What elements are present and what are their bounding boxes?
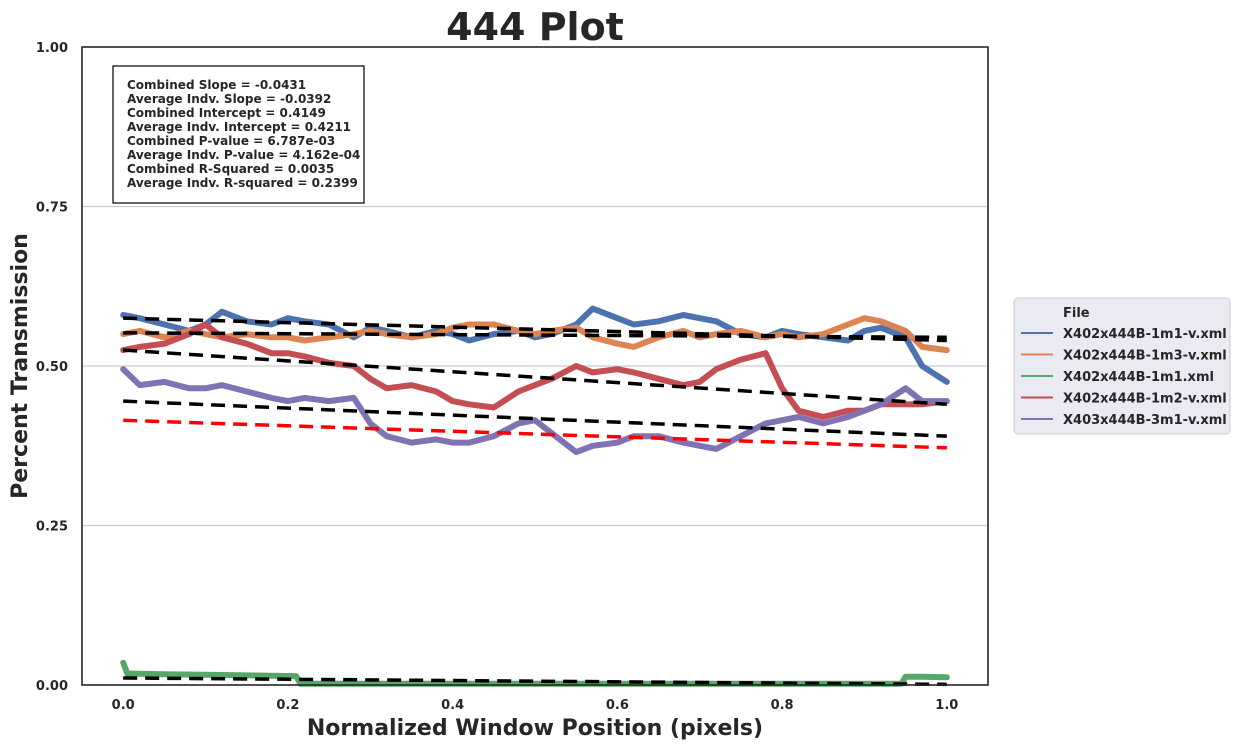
stats-line: Average Indv. Intercept = 0.4211: [127, 120, 351, 134]
y-tick-label: 0.25: [36, 520, 68, 535]
x-tick-label: 0.6: [606, 698, 629, 713]
series-line: [120, 366, 950, 456]
legend-entry: X402x444B-1m1.xml: [1063, 370, 1214, 385]
stats-box: Combined Slope = -0.0431 Average Indv. S…: [112, 65, 365, 204]
stats-line: Combined Intercept = 0.4149: [127, 106, 326, 120]
legend: File X402x444B-1m1-v.xml X402x444B-1m3-v.…: [1013, 297, 1231, 435]
fit-line: [123, 348, 947, 407]
legend-entry: X402x444B-1m2-v.xml: [1063, 392, 1227, 407]
stats-line: Combined R-Squared = 0.0035: [127, 162, 334, 176]
stats-line: Average Indv. Slope = -0.0392: [127, 92, 331, 106]
fit-lines-layer: [123, 316, 947, 687]
x-tick-labels: 0.0 0.2 0.4 0.6 0.8 1.0: [112, 698, 959, 713]
legend-title: File: [1063, 306, 1090, 321]
stats-line: Average Indv. R-squared = 0.2399: [127, 176, 358, 190]
x-tick-label: 1.0: [935, 698, 958, 713]
stats-line: Combined P-value = 6.787e-03: [127, 134, 335, 148]
y-tick-label: 0.75: [36, 201, 68, 216]
x-tick-label: 0.4: [441, 698, 464, 713]
series-line: [120, 321, 950, 420]
chart-title: 444 Plot: [446, 5, 624, 49]
fit-line: [123, 676, 947, 687]
legend-frame: [1013, 297, 1231, 435]
legend-items: X402x444B-1m1-v.xml X402x444B-1m3-v.xml X4…: [1021, 327, 1227, 428]
y-tick-labels: 0.00 0.25 0.50 0.75 1.00: [36, 41, 68, 694]
x-tick-label: 0.2: [276, 698, 299, 713]
plot-frame: [81, 46, 989, 686]
stats-box-frame: [112, 65, 365, 204]
y-tick-label: 0.50: [36, 360, 68, 375]
y-tick-label: 1.00: [36, 41, 68, 56]
y-tick-label: 0.00: [36, 679, 68, 694]
fit-line: [123, 331, 947, 340]
x-axis-label: Normalized Window Position (pixels): [307, 716, 763, 741]
stats-line: Combined Slope = -0.0431: [127, 78, 306, 92]
stats-line: Average Indv. P-value = 4.162e-04: [127, 148, 360, 162]
fit-line: [123, 418, 947, 450]
legend-entry: X402x444B-1m3-v.xml: [1063, 349, 1227, 364]
grid-lines: [82, 205, 988, 527]
legend-entry: X403x444B-3m1-v.xml: [1063, 413, 1227, 428]
x-tick-label: 0.8: [771, 698, 794, 713]
legend-entry: X402x444B-1m1-v.xml: [1063, 327, 1227, 342]
x-tick-label: 0.0: [112, 698, 135, 713]
y-axis-label: Percent Transmission: [8, 233, 33, 499]
fit-line: [123, 399, 947, 438]
